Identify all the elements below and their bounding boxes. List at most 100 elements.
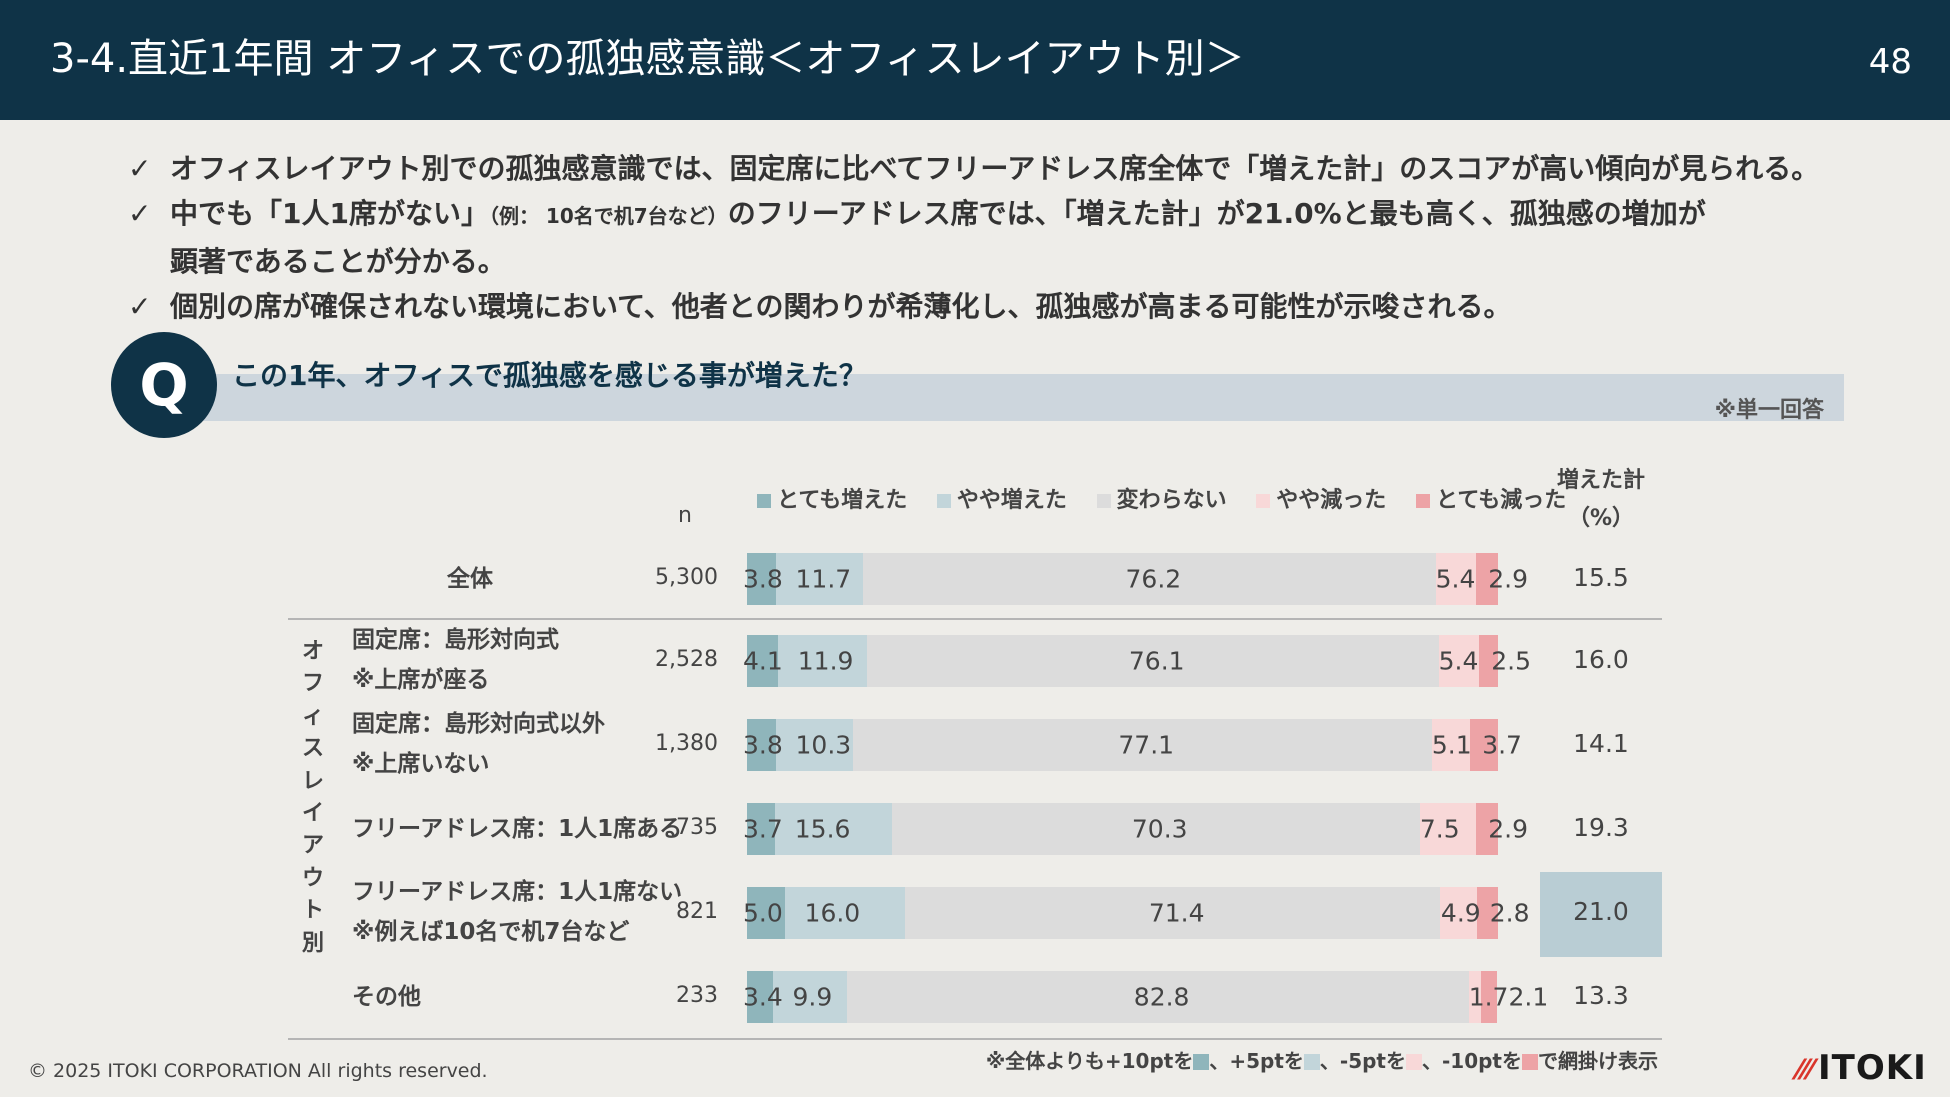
data-label: 2.9 [1488,564,1528,594]
group-label-char: オ [301,639,324,664]
bar-segment [747,803,775,855]
sum-header-line1: 増えた計 [1556,468,1645,493]
data-label: 5.0 [743,898,783,928]
data-label: 10.3 [795,730,852,760]
bar-segment [1477,887,1499,939]
group-label-char: ウ [301,865,324,891]
divider [288,618,1662,620]
bar-segment [747,719,776,771]
legend-label: とても減った [1435,488,1567,513]
data-label: 3.8 [743,730,783,760]
bar-segment [775,553,864,605]
data-label: 82.8 [1133,982,1190,1012]
row-n: 5,300 [655,565,718,590]
legend-label: 変わらない [1116,488,1227,513]
data-label: 2.9 [1488,814,1528,844]
divider [288,1038,1662,1040]
bullet-text: 中でも「1人1席がない」 [170,197,489,230]
bar-segment [852,719,1432,771]
bar-segment [1476,553,1498,605]
row-n: 2,528 [655,647,718,672]
stacked-bar [747,971,1498,1023]
logo-mark-icon: ⁄⁄⁄ [1797,1053,1815,1086]
footnote-swatch [1303,1054,1320,1070]
row-n: 735 [676,815,718,840]
row-sublabel: ※上席いない [352,751,490,777]
bar-segment [904,887,1441,939]
bullet-item: ✓ オフィスレイアウト別での孤独感意識では、固定席に比べてフリーアドレス席全体で… [128,146,1908,191]
data-label: 4.9 [1440,898,1481,928]
legend-label: やや減った [1276,488,1387,513]
bullet-text: 顕著であることが分かる。 [170,245,506,278]
bar-segment [1481,971,1498,1023]
bar-segment [747,635,778,687]
row-n: 1,380 [655,731,718,756]
sum-value: 19.3 [1573,813,1629,842]
data-label: 11.9 [797,646,854,676]
row-label: 固定席：島形対向式 [352,627,559,653]
data-label: 11.7 [795,564,852,594]
legend-swatch [936,494,951,508]
n-column-header: n [678,503,692,528]
stacked-bar [747,887,1499,939]
bar-segment [1470,719,1498,771]
sum-value: 14.1 [1573,729,1629,758]
sum-value: 13.3 [1573,981,1629,1010]
bullet-text-small: （例： 10名で机7台など） [488,204,728,228]
bullet-item: ✓ 個別の席が確保されない環境において、他者との関わりが希薄化し、孤独感が高まる… [128,284,1908,329]
bar-segment [784,887,905,939]
footnote-text: 、-5ptを [1319,1049,1406,1073]
group-label-char: 別 [301,930,324,956]
question-text: この1年、オフィスで孤独感を感じる事が増えた？ [232,359,867,392]
bar-segment [772,971,847,1023]
data-label: 1.72.1 [1468,982,1549,1012]
legend-swatch [1096,494,1111,508]
data-label: 3.8 [743,564,783,594]
stacked-bar [747,635,1498,687]
legend-item: やや減った [1256,482,1386,514]
row-sublabel: ※上席が座る [352,667,490,693]
chart-legend: とても増えた やや増えた 変わらない やや減った とても減った [757,482,1588,514]
data-label: 5.4 [1438,646,1479,676]
sum-value: 15.5 [1573,563,1629,592]
bar-segment [747,971,773,1023]
data-label: 15.6 [794,814,851,844]
row-sublabel: ※例えば10名で机7台など [352,919,630,945]
legend-label: とても増えた [777,488,908,513]
row-label: フリーアドレス席：1人1席ある [352,816,683,842]
row-label: 全体 [447,566,493,592]
bar-segment [867,635,1439,687]
legend-swatch [1256,494,1271,508]
bar-segment [863,553,1436,605]
legend-item: やや増えた [936,482,1067,514]
check-icon: ✓ [128,197,152,230]
data-label: 77.1 [1118,730,1175,760]
question-badge: Q [111,332,217,438]
row-n: 821 [676,899,718,924]
bullet-item: ✓ 中でも「1人1席がない」（例： 10名で机7台など）のフリーアドレス席では、… [128,191,1908,284]
bar-segment [747,553,776,605]
footnote-swatch [1193,1054,1210,1070]
stacked-bar [747,803,1498,855]
data-label: 76.1 [1128,646,1185,676]
sum-value: 16.0 [1573,645,1629,674]
data-label: 4.1 [743,646,783,676]
check-icon: ✓ [128,152,152,185]
highlight-cell [1540,872,1662,957]
legend-swatch [757,494,771,508]
page-header: 3-4.直近1年間 オフィスでの孤独感意識＜オフィスレイアウト別＞ 48 [0,0,1950,120]
bar-segment [1479,635,1498,687]
page-title: 3-4.直近1年間 オフィスでの孤独感意識＜オフィスレイアウト別＞ [50,36,1245,82]
bar-segment [1468,971,1482,1023]
bar-segment [1419,803,1477,855]
data-label: 5.4 [1435,564,1476,594]
bar-segment [891,803,1420,855]
group-label: オフィスレイアウト別 [296,636,330,960]
bar-segment [1440,887,1478,939]
bar-segment [1435,553,1477,605]
bar-segment [1438,635,1480,687]
bar-segment [846,971,1469,1023]
data-label: 16.0 [804,898,861,928]
bullet-text: のフリーアドレス席では、「増えた計」が21.0%と最も高く、孤独感の増加が [727,197,1706,230]
data-label: 7.5 [1419,814,1460,844]
